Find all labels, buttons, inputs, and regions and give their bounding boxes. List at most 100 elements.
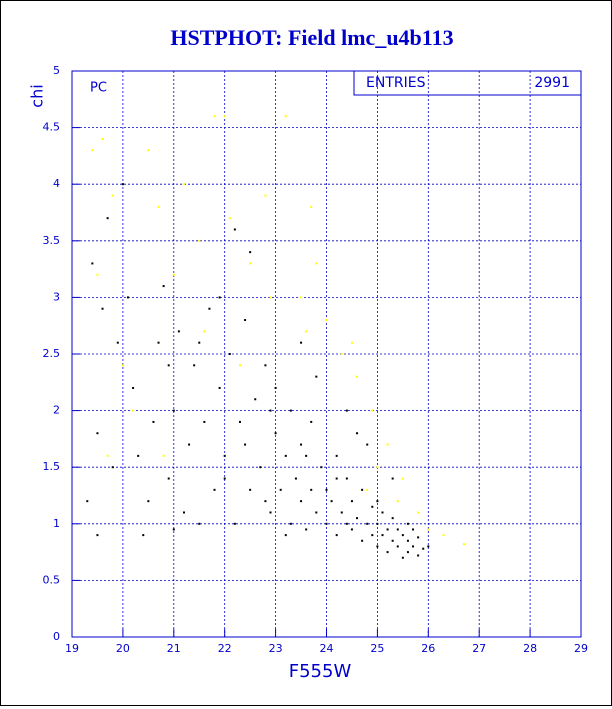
x-tick-label: 29 [574, 642, 588, 655]
point [208, 307, 211, 310]
point [244, 319, 247, 322]
stats-box [353, 70, 582, 96]
point [218, 386, 221, 389]
point [188, 443, 191, 446]
point [249, 251, 252, 254]
point [401, 534, 404, 537]
point [259, 466, 262, 469]
point [254, 398, 257, 401]
point [310, 205, 313, 208]
y-tick-label: 5 [53, 64, 60, 77]
point [361, 488, 364, 491]
point [167, 477, 170, 480]
point [289, 522, 292, 525]
point [345, 409, 348, 412]
point [157, 341, 160, 344]
point [381, 511, 384, 514]
point [406, 522, 409, 525]
point [162, 454, 165, 457]
point [279, 488, 282, 491]
point [213, 115, 216, 118]
point [345, 477, 348, 480]
point [320, 466, 323, 469]
point [340, 353, 343, 355]
point [335, 477, 338, 480]
point [300, 443, 303, 446]
point [193, 364, 196, 367]
point [142, 534, 145, 537]
point [386, 551, 389, 554]
y-tick-label: 2 [53, 404, 60, 417]
point [228, 217, 231, 220]
point [386, 528, 389, 531]
stats-label: ENTRIES [366, 75, 426, 91]
point [442, 534, 445, 537]
x-tick-label: 21 [167, 642, 181, 655]
point [325, 319, 328, 322]
y-tick-label: 4.5 [43, 121, 61, 134]
point [147, 149, 150, 152]
x-tick-label: 26 [421, 642, 435, 655]
point [356, 375, 359, 378]
point [406, 539, 409, 542]
point [412, 528, 415, 531]
point [203, 420, 206, 423]
point [330, 500, 333, 503]
point [300, 500, 303, 503]
point [350, 528, 353, 531]
point [274, 386, 277, 389]
point [371, 505, 374, 508]
point [96, 432, 99, 435]
point [172, 273, 175, 276]
point [417, 511, 420, 514]
point [401, 556, 404, 559]
x-axis-label: F555W [289, 661, 352, 682]
point [96, 534, 99, 537]
point [335, 534, 338, 537]
point [152, 420, 155, 423]
point [182, 511, 185, 514]
point [86, 500, 89, 503]
point [223, 115, 226, 118]
point [111, 466, 114, 469]
point [269, 296, 272, 299]
point [396, 528, 399, 531]
x-tick-label: 23 [269, 642, 283, 655]
point [366, 488, 369, 491]
point [366, 443, 369, 446]
point [356, 432, 359, 435]
y-tick-label: 3 [53, 290, 60, 303]
point [157, 205, 160, 208]
point [233, 522, 236, 525]
point [376, 466, 379, 469]
point [381, 534, 384, 537]
point [121, 364, 124, 367]
point [376, 500, 379, 503]
point [269, 409, 272, 412]
point [177, 330, 180, 333]
x-tick-label: 22 [218, 642, 232, 655]
point [427, 545, 430, 548]
point [361, 539, 364, 542]
point [106, 454, 109, 457]
point [91, 149, 94, 152]
point [198, 522, 201, 525]
y-tick-label: 2.5 [43, 347, 61, 360]
point [238, 420, 241, 423]
point [386, 443, 389, 446]
point [396, 545, 399, 548]
point [427, 528, 430, 531]
point [417, 536, 420, 539]
point [300, 341, 303, 344]
point [198, 239, 201, 242]
point [264, 500, 267, 503]
point [300, 296, 303, 299]
point [406, 551, 409, 554]
point [325, 488, 328, 491]
x-tick-label: 19 [65, 642, 79, 655]
point [350, 341, 353, 344]
point [223, 454, 226, 457]
point [162, 285, 165, 288]
y-tick-label: 1 [53, 517, 60, 530]
